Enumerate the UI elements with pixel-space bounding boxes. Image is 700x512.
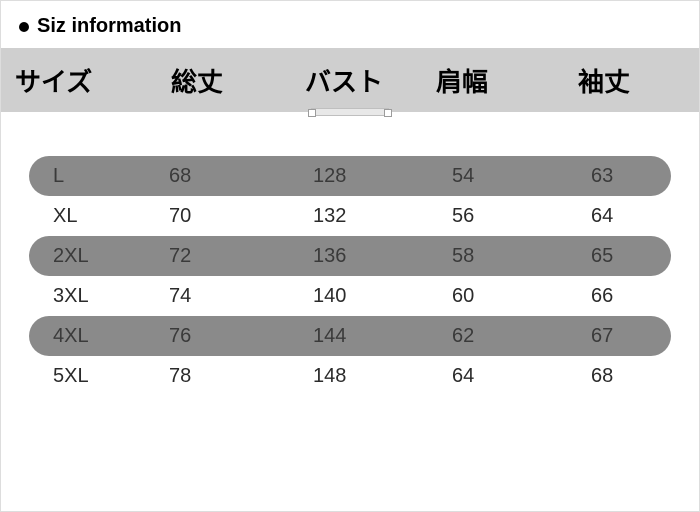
cell-shoulder: 58	[424, 245, 559, 268]
col-header-size: サイズ	[11, 62, 141, 99]
cell-length: 68	[139, 165, 289, 188]
cell-bust: 140	[289, 285, 424, 308]
cell-shoulder: 56	[424, 205, 559, 228]
cell-size: 4XL	[29, 325, 139, 348]
cell-size: 3XL	[29, 285, 139, 308]
cell-length: 72	[139, 245, 289, 268]
cell-sleeve: 65	[559, 245, 659, 268]
cell-sleeve: 67	[559, 325, 659, 348]
col-header-bust: バスト	[291, 62, 426, 99]
bullet-icon	[19, 22, 29, 32]
cell-bust: 136	[289, 245, 424, 268]
cell-shoulder: 60	[424, 285, 559, 308]
resize-handle-icon	[311, 108, 389, 116]
cell-length: 78	[139, 365, 289, 388]
table-row: L 68 128 54 63	[29, 156, 671, 196]
cell-sleeve: 68	[559, 365, 659, 388]
table-row: 4XL 76 144 62 67	[29, 316, 671, 356]
cell-length: 76	[139, 325, 289, 348]
cell-size: 2XL	[29, 245, 139, 268]
cell-shoulder: 64	[424, 365, 559, 388]
cell-shoulder: 62	[424, 325, 559, 348]
size-table: L 68 128 54 63 XL 70 132 56 64 2XL 72 13…	[29, 156, 671, 396]
cell-size: XL	[29, 205, 139, 228]
table-row: XL 70 132 56 64	[29, 196, 671, 236]
cell-bust: 144	[289, 325, 424, 348]
table-row: 2XL 72 136 58 65	[29, 236, 671, 276]
title-row: Siz information	[1, 1, 699, 48]
col-header-length: 総丈	[141, 62, 291, 99]
cell-bust: 148	[289, 365, 424, 388]
cell-bust: 132	[289, 205, 424, 228]
cell-sleeve: 64	[559, 205, 659, 228]
table-row: 3XL 74 140 60 66	[29, 276, 671, 316]
table-row: 5XL 78 148 64 68	[29, 356, 671, 396]
table-header: サイズ 総丈 バスト 肩幅 袖丈	[1, 48, 699, 112]
cell-length: 70	[139, 205, 289, 228]
col-header-shoulder: 肩幅	[426, 62, 556, 99]
page-title: Siz information	[37, 15, 181, 38]
col-header-sleeve: 袖丈	[556, 62, 686, 99]
cell-bust: 128	[289, 165, 424, 188]
cell-size: L	[29, 165, 139, 188]
cell-size: 5XL	[29, 365, 139, 388]
cell-sleeve: 63	[559, 165, 659, 188]
cell-sleeve: 66	[559, 285, 659, 308]
cell-length: 74	[139, 285, 289, 308]
cell-shoulder: 54	[424, 165, 559, 188]
